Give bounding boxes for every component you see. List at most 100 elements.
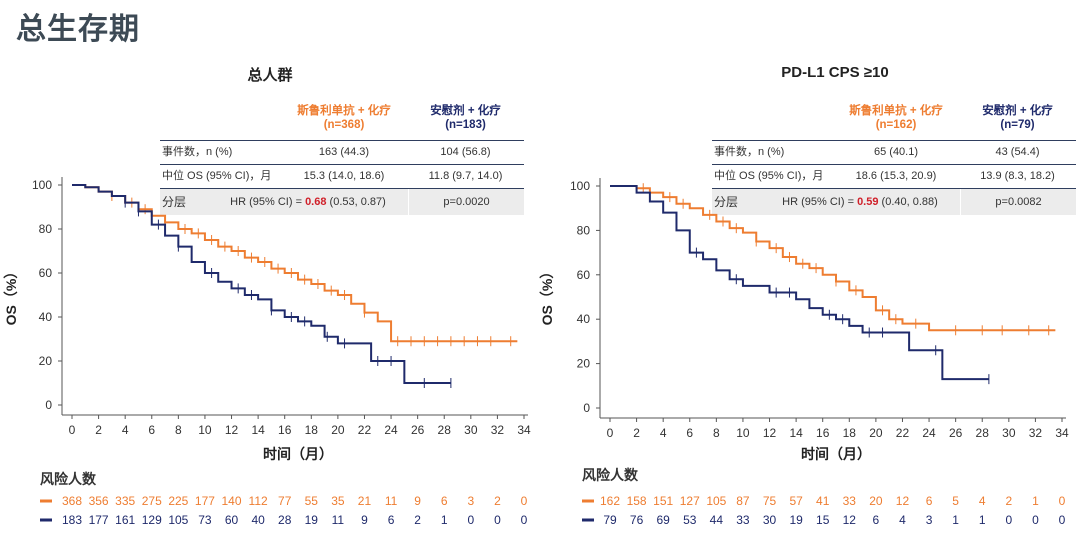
risk-number: 0 (1005, 513, 1012, 527)
arm2-header: 安慰剂 + 化疗 (n=183) (408, 104, 523, 140)
table-cell: (n=183) (445, 119, 486, 131)
table-cell: (0.53, 0.87) (326, 196, 386, 208)
y-tick-label: 60 (39, 266, 53, 280)
arm1-header: 斯鲁利单抗 + 化疗 (n=368) (280, 104, 408, 140)
table-cell: 中位 OS (95% CI)，月 (714, 170, 824, 182)
risk-number: 151 (653, 494, 673, 508)
median-row: 中位 OS (95% CI)，月 18.6 (15.3, 20.9) 13.9 (8… (712, 164, 1076, 188)
table-cell: (n=162) (875, 119, 917, 131)
risk-number: 21 (358, 494, 372, 508)
table-cell: p=0.0082 (995, 196, 1042, 208)
risk-number: 12 (843, 513, 857, 527)
risk-number: 35 (331, 494, 345, 508)
risk-number: 127 (680, 494, 700, 508)
risk-number: 15 (816, 513, 830, 527)
table-cell: 斯鲁利单抗 + 化疗 (849, 105, 943, 117)
x-tick-label: 2 (633, 426, 640, 440)
x-tick-label: 22 (896, 426, 910, 440)
risk-number: 225 (168, 494, 188, 508)
risk-number: 30 (763, 513, 777, 527)
risk-number: 75 (763, 494, 777, 508)
y-tick-label: 20 (39, 354, 53, 368)
risk-number: 40 (251, 513, 265, 527)
page-title: 总生存期 (16, 13, 140, 46)
table-cell: HR (95% CI) = (230, 196, 306, 208)
hr-row: 分层 HR (95% CI) = 0.59 (0.40, 0.88) p=0.008… (712, 188, 1076, 215)
y-tick-label: 40 (39, 310, 53, 324)
table-cell: (n=368) (323, 119, 365, 131)
y-tick-label: 60 (577, 268, 591, 282)
risk-number: 4 (979, 494, 986, 508)
y-tick-label: 80 (577, 223, 591, 237)
risk-number: 6 (441, 494, 448, 508)
risk-number: 44 (710, 513, 724, 527)
risk-number: 0 (467, 513, 474, 527)
table-cell: p=0.0020 (443, 196, 490, 208)
table-cell: 事件数，n (%) (162, 146, 233, 158)
table-cell: 13.9 (8.3, 18.2) (980, 170, 1055, 182)
risk-number: 6 (873, 513, 880, 527)
risk-number: 12 (896, 494, 910, 508)
risk-number: 69 (656, 513, 670, 527)
x-tick-label: 18 (843, 426, 857, 440)
risk-number: 368 (62, 494, 82, 508)
x-tick-label: 0 (69, 423, 76, 437)
table-cell: 43 (54.4) (995, 146, 1040, 158)
risk-number: 112 (249, 494, 268, 508)
risk-number: 2 (1005, 494, 1012, 508)
risk-number: 105 (706, 494, 726, 508)
table-cell: 65 (40.1) (873, 146, 919, 158)
risk-number: 79 (603, 513, 617, 527)
x-axis-label: 时间（月） (801, 446, 871, 462)
risk-number: 275 (142, 494, 162, 508)
risk-number: 33 (843, 494, 857, 508)
risk-number: 73 (198, 513, 212, 527)
x-tick-label: 0 (607, 426, 614, 440)
km-curve-sintilimab (610, 185, 1056, 332)
risk-number: 5 (952, 494, 959, 508)
risk-number: 0 (521, 494, 528, 508)
x-tick-label: 32 (491, 423, 505, 437)
risk-table-title: 风险人数 (582, 467, 639, 483)
x-tick-label: 28 (438, 423, 452, 437)
x-tick-label: 18 (305, 423, 319, 437)
y-tick-label: 0 (45, 398, 52, 412)
table-cell: 分层 (714, 195, 739, 209)
risk-number: 60 (225, 513, 239, 527)
table-cell: (n=79) (1000, 119, 1035, 131)
risk-number: 87 (736, 494, 750, 508)
x-tick-label: 4 (122, 423, 129, 437)
risk-number: 19 (789, 513, 803, 527)
chart-subtitle: 总人群 (247, 67, 293, 84)
x-tick-label: 34 (517, 423, 531, 437)
x-tick-label: 26 (949, 426, 963, 440)
risk-number: 0 (1059, 513, 1066, 527)
risk-table-title: 风险人数 (40, 471, 97, 487)
y-tick-label: 100 (570, 179, 590, 193)
arm1-header: 斯鲁利单抗 + 化疗 (n=162) (832, 104, 960, 140)
x-tick-label: 24 (922, 426, 936, 440)
y-tick-label: 80 (39, 222, 53, 236)
km-chart-0: 0368183235617743351616275129822510510177… (3, 177, 531, 527)
risk-number: 140 (222, 494, 242, 508)
risk-number: 55 (305, 494, 319, 508)
km-curve-placebo (610, 185, 989, 381)
table-cell: 163 (44.3) (318, 146, 370, 158)
x-tick-label: 6 (686, 426, 693, 440)
risk-number: 20 (869, 494, 883, 508)
events-row: 事件数，n (%) 163 (44.3) 104 (56.8) (160, 140, 524, 164)
risk-number: 177 (195, 494, 215, 508)
x-tick-label: 26 (411, 423, 425, 437)
risk-number: 3 (467, 494, 474, 508)
km-chart-1: 0162792158764151696127538105441087331275… (539, 178, 1069, 527)
risk-number: 57 (789, 494, 803, 508)
table-cell: 18.6 (15.3, 20.9) (855, 170, 937, 182)
risk-number: 177 (89, 513, 109, 527)
x-tick-label: 10 (198, 423, 212, 437)
hr-value: 0.59 (857, 196, 879, 208)
risk-number: 0 (1059, 494, 1066, 508)
risk-number: 158 (627, 494, 647, 508)
risk-number: 4 (899, 513, 906, 527)
x-tick-label: 8 (175, 423, 182, 437)
